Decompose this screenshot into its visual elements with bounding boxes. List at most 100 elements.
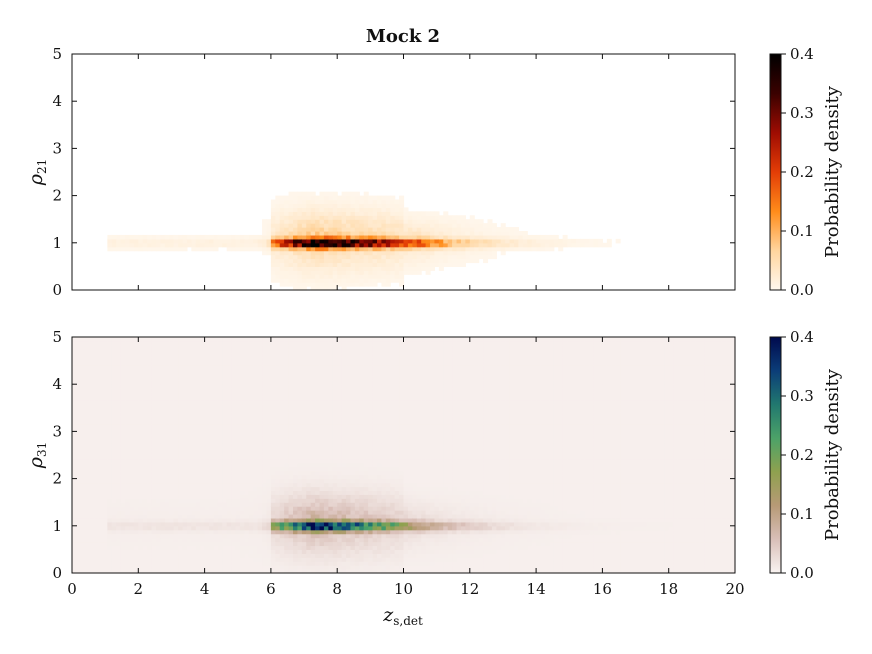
heatmap-cell [178,368,184,373]
heatmap-cell [310,506,316,511]
heatmap-cell [239,246,245,252]
heatmap-cell [217,486,223,491]
heatmap-cell [301,372,307,377]
heatmap-cell [125,474,131,480]
heatmap-cell [89,482,95,488]
heatmap-cell [257,340,263,346]
heatmap-cell [381,199,387,205]
heatmap-cell [310,439,316,444]
heatmap-cell [381,274,387,279]
heatmap-cell [319,344,325,350]
heatmap-cell [98,435,104,440]
heatmap-cell [514,242,520,248]
heatmap-cell [567,242,573,248]
heatmap-cell [133,474,139,480]
heatmap-cell [275,250,281,256]
heatmap-cell [319,502,325,507]
heatmap-cell [328,254,334,260]
heatmap-cell [94,470,100,476]
heatmap-cell [319,219,325,224]
heatmap-cell [222,403,228,409]
heatmap-cell [332,525,338,531]
heatmap-cell [151,411,157,417]
heatmap-cell [195,419,201,425]
heatmap-cell [284,419,290,425]
heatmap-cell [186,340,192,346]
heatmap-cell [85,458,91,464]
heatmap-cell [125,403,131,409]
heatmap-cell [328,541,334,547]
heatmap-cell [169,388,175,393]
heatmap-cell [425,231,431,236]
heatmap-cell [275,466,281,472]
heatmap-cell [111,364,117,370]
heatmap-cell [244,557,250,562]
heatmap-cell [284,462,290,468]
heatmap-cell [580,242,586,248]
heatmap-cell [186,525,192,531]
heatmap-cell [266,443,272,448]
heatmap-cell [306,525,312,531]
heatmap-cell [204,396,210,401]
heatmap-cell [337,458,343,464]
heatmap-cell [315,521,321,527]
heatmap-cell [262,541,268,547]
heatmap-cell [222,356,228,362]
heatmap-cell [235,403,241,409]
heatmap-cell [332,219,338,224]
heatmap-cell [142,537,148,543]
heatmap-cell [323,482,329,488]
heatmap-cell [341,451,347,456]
heatmap-cell [239,455,245,460]
heatmap-cell [297,557,303,562]
heatmap-cell [107,384,113,389]
heatmap-cell [270,549,276,554]
heatmap-cell [239,462,245,468]
heatmap-cell [133,525,139,531]
heatmap-cell [310,510,316,515]
heatmap-cell [138,238,144,244]
heatmap-cell [195,443,201,448]
heatmap-cell [275,356,281,362]
heatmap-cell [284,466,290,472]
heatmap-cell [359,211,365,216]
heatmap-cell [222,388,228,393]
heatmap-cell [354,278,360,283]
heatmap-cell [270,356,276,362]
heatmap-cell [173,514,179,519]
heatmap-cell [142,419,148,425]
heatmap-cell [231,569,237,574]
heatmap-cell [359,223,365,228]
heatmap-cell [341,246,347,252]
heatmap-cell [306,561,312,566]
heatmap-cell [173,498,179,503]
heatmap-cell [76,561,82,566]
heatmap-cell [222,407,228,413]
heatmap-cell [315,211,321,216]
heatmap-cell [262,360,268,366]
heatmap-cell [323,199,329,205]
heatmap-cell [111,238,117,244]
heatmap-cell [394,278,400,283]
heatmap-cell [341,282,347,287]
heatmap-cell [217,498,223,503]
heatmap-cell [416,238,422,244]
heatmap-cell [315,525,321,531]
heatmap-cell [372,215,378,220]
heatmap-cell [235,521,241,527]
heatmap-cell [584,242,590,248]
heatmap-cell [76,557,82,562]
heatmap-cell [111,352,117,358]
heatmap-cell [248,458,254,464]
heatmap-cell [385,262,391,267]
heatmap-cell [120,510,126,515]
heatmap-cell [341,215,347,220]
heatmap-cell [323,195,329,201]
heatmap-cell [226,470,232,476]
heatmap-cell [213,482,219,488]
heatmap-cell [301,458,307,464]
heatmap-cell [147,447,153,452]
heatmap-cell [266,498,272,503]
heatmap-cell [328,411,334,417]
heatmap-cell [412,215,418,220]
